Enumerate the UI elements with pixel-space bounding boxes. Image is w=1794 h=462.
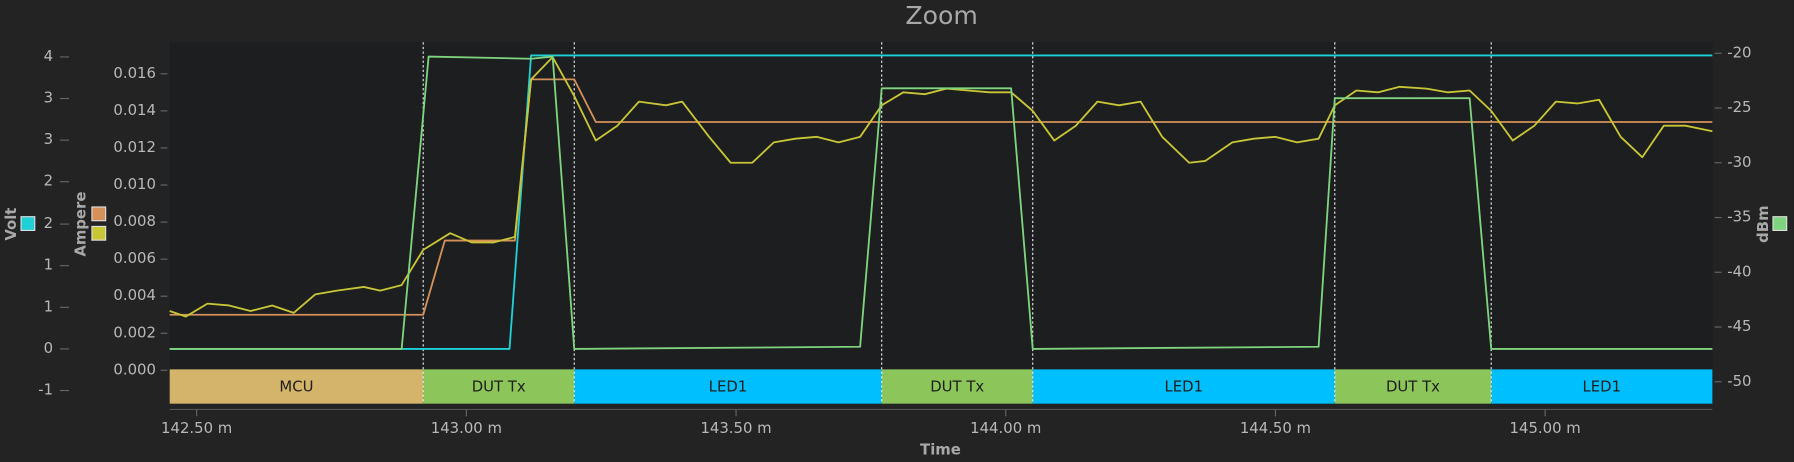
x-tick-label: 144.00 m [970, 419, 1041, 437]
segment-label: LED1 [1164, 378, 1203, 396]
y3-tick-label: -40 [1727, 262, 1751, 280]
y2-tick-label: 0.010 [113, 175, 156, 193]
x-tick-label: 143.00 m [431, 419, 502, 437]
segment-label: LED1 [709, 378, 748, 396]
y2-tick-label: 0.006 [113, 249, 156, 267]
y2-tick-label: 0.004 [113, 286, 156, 304]
y-tick-label: 2 [44, 214, 53, 232]
y-tick-label: 3 [44, 130, 53, 148]
segment [423, 369, 575, 404]
segment [1334, 369, 1492, 404]
x-tick-label: 144.50 m [1240, 419, 1311, 437]
x-tick-label: 145.00 m [1510, 419, 1581, 437]
segment [574, 369, 882, 404]
y-tick-label: 3 [44, 89, 53, 107]
plot-area [169, 42, 1713, 404]
x-tick-label: 143.50 m [700, 419, 771, 437]
y2-tick-label: 0.000 [113, 360, 156, 378]
y2-tick-label: 0.016 [113, 64, 156, 82]
legend-swatch [1772, 216, 1788, 231]
y3-tick-label: -35 [1727, 208, 1751, 226]
x-axis-title: Time [920, 441, 961, 459]
series-line [169, 55, 1713, 350]
chart-title: Zoom [905, 1, 977, 30]
segment [169, 369, 424, 404]
y3-tick-label: -20 [1727, 43, 1751, 61]
series-line [169, 56, 1713, 318]
segment-label: MCU [279, 378, 313, 396]
y3-tick-label: -30 [1727, 153, 1751, 171]
segment [1491, 369, 1713, 404]
segment [881, 369, 1033, 404]
y-tick-label: 4 [44, 47, 53, 65]
y-tick-label: 1 [44, 297, 53, 315]
segment-label: DUT Tx [1386, 378, 1440, 396]
y2-axis-title: Ampere [72, 192, 90, 257]
y2-tick-label: 0.002 [113, 323, 156, 341]
y-axis-title: Volt [2, 208, 20, 241]
legend-swatch [91, 206, 107, 222]
y-tick-label: 1 [44, 256, 53, 274]
segment-label: DUT Tx [930, 378, 984, 396]
y-tick-label: 0 [44, 339, 53, 357]
y3-tick-label: -50 [1727, 372, 1751, 390]
y2-tick-label: 0.012 [113, 138, 156, 156]
x-tick-label: 142.50 m [161, 419, 232, 437]
legend-swatch [91, 225, 107, 241]
segment-label: DUT Tx [472, 378, 526, 396]
y2-tick-label: 0.014 [113, 101, 156, 119]
y-tick-label: 2 [44, 172, 53, 190]
y3-tick-label: -25 [1727, 98, 1751, 116]
y2-tick-label: 0.008 [113, 212, 156, 230]
y-tick-label: -1 [38, 381, 53, 399]
y3-axis-title: dBm [1754, 205, 1772, 242]
segment [1032, 369, 1335, 404]
y3-tick-label: -45 [1727, 317, 1751, 335]
segment-label: LED1 [1582, 378, 1621, 396]
legend-swatch [20, 216, 36, 231]
